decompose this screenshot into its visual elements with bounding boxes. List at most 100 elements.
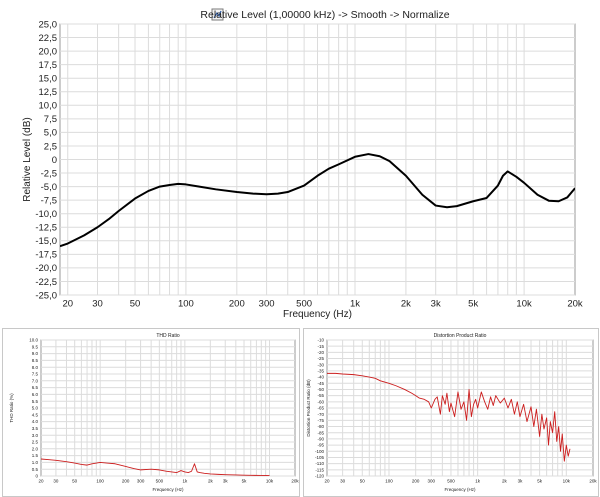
y-tick-label: -7,5 (41, 195, 57, 206)
y-tick-label: 1.0 (32, 460, 39, 465)
distortion-product-ratio-chart: Distortion Product RatioAP-120-115-110-1… (303, 328, 599, 497)
x-tick-label: 1k (182, 479, 188, 484)
y-tick-label: 0 (35, 474, 38, 479)
y-tick-label: 9.0 (32, 351, 39, 356)
y-tick-label: -85 (317, 430, 324, 435)
y-tick-label: -90 (317, 436, 324, 441)
x-tick-label: 20k (589, 479, 597, 484)
y-tick-label: -15 (317, 344, 324, 349)
y-tick-label: -80 (317, 424, 324, 429)
y-tick-label: 25,0 (39, 19, 58, 30)
y-tick-label: 5.0 (32, 406, 39, 411)
y-tick-label: -110 (315, 461, 324, 466)
x-tick-label: 20k (291, 479, 299, 484)
y-tick-label: -20,0 (35, 263, 57, 274)
x-axis-label: Frequency (Hz) (444, 487, 476, 492)
x-tick-label: 300 (259, 299, 275, 310)
y-tick-label: 22,5 (39, 33, 58, 44)
y-tick-label: -60 (317, 399, 324, 404)
x-tick-label: 2k (401, 299, 411, 310)
x-tick-label: 10k (516, 299, 532, 310)
x-tick-label: 100 (178, 299, 194, 310)
x-tick-label: 200 (412, 479, 420, 484)
y-tick-label: 17,5 (39, 60, 58, 71)
y-tick-label: -65 (317, 406, 324, 411)
relative-level-svg: Relative Level (1,00000 kHz) -> Smooth -… (22, 8, 583, 320)
y-tick-label: 8.0 (32, 365, 39, 370)
x-tick-label: 10k (266, 479, 274, 484)
y-tick-label: -120 (315, 474, 325, 479)
y-tick-label: 7.5 (32, 372, 39, 377)
y-tick-label: 4.5 (32, 412, 39, 417)
y-tick-label: 0 (52, 155, 57, 166)
x-axis-label: Frequency (Hz) (152, 487, 184, 492)
x-tick-label: 500 (296, 299, 312, 310)
chart-title: Distortion Product Ratio (434, 333, 487, 339)
chart-title: THD Ratio (156, 333, 180, 339)
x-tick-label: 5k (242, 479, 248, 484)
x-tick-label: 100 (96, 479, 104, 484)
x-tick-label: 3k (518, 479, 524, 484)
y-tick-label: -45 (317, 381, 324, 386)
y-tick-label: 2,5 (44, 141, 57, 152)
y-tick-label: 6.0 (32, 392, 39, 397)
x-tick-label: 500 (156, 479, 164, 484)
minor-grid (60, 23, 575, 296)
y-tick-label: -20 (317, 350, 324, 355)
y-tick-label: -22,5 (35, 277, 57, 288)
y-tick-label: -25 (317, 356, 324, 361)
y-tick-label: 20,0 (39, 46, 58, 57)
y-tick-label: -105 (315, 455, 325, 460)
chart-title: Relative Level (1,00000 kHz) -> Smooth -… (200, 9, 449, 21)
y-tick-label: -115 (315, 467, 324, 472)
y-tick-label: -12,5 (35, 223, 57, 234)
y-tick-label: -2,5 (41, 168, 57, 179)
x-tick-label: 1k (475, 479, 481, 484)
x-tick-label: 20 (38, 479, 44, 484)
x-tick-label: 100 (385, 479, 393, 484)
x-tick-label: 300 (428, 479, 436, 484)
x-tick-label: 30 (92, 299, 103, 310)
y-tick-label: -10,0 (35, 209, 57, 220)
series-line (327, 372, 571, 462)
minor-grid (327, 339, 593, 477)
y-tick-label: -95 (317, 443, 324, 448)
y-tick-label: 7,5 (44, 114, 57, 125)
y-axis-label: Relative Level (dB) (22, 117, 33, 201)
x-tick-label: 2k (502, 479, 508, 484)
x-tick-label: 20 (62, 299, 73, 310)
y-tick-label: -50 (317, 387, 324, 392)
y-tick-label: 2.0 (32, 446, 39, 451)
graph-icon[interactable] (211, 8, 224, 21)
y-tick-label: -17,5 (35, 250, 57, 261)
y-tick-label: -30 (317, 362, 324, 367)
y-tick-label: 5,0 (44, 128, 57, 139)
x-tick-label: 2k (208, 479, 214, 484)
y-tick-label: -75 (317, 418, 324, 423)
x-tick-label: 5k (537, 479, 543, 484)
y-tick-label: -5,0 (41, 182, 57, 193)
y-tick-label: 5.5 (32, 399, 39, 404)
y-tick-label: 10.0 (29, 338, 38, 343)
x-tick-label: 20k (567, 299, 583, 310)
x-tick-label: 300 (137, 479, 145, 484)
y-tick-label: 15,0 (39, 74, 58, 85)
x-tick-label: 30 (53, 479, 59, 484)
x-tick-label: 500 (447, 479, 455, 484)
y-tick-label: -15,0 (35, 236, 57, 247)
y-tick-label: 12,5 (39, 87, 58, 98)
minor-grid (41, 339, 295, 477)
y-tick-label: 3.5 (32, 426, 39, 431)
x-tick-label: 200 (122, 479, 130, 484)
series-line (41, 458, 270, 476)
y-tick-label: 7.0 (32, 378, 39, 383)
y-tick-label: -10 (317, 338, 324, 343)
thd-ratio-svg: THD RatioAP00.51.01.52.02.53.03.54.04.55… (9, 333, 299, 492)
x-tick-label: 50 (72, 479, 78, 484)
x-tick-label: 5k (468, 299, 478, 310)
series-line (60, 153, 575, 248)
y-tick-label: 3.0 (32, 433, 39, 438)
y-tick-label: 10,0 (39, 101, 58, 112)
x-tick-label: 200 (229, 299, 245, 310)
x-tick-label: 20 (324, 479, 330, 484)
